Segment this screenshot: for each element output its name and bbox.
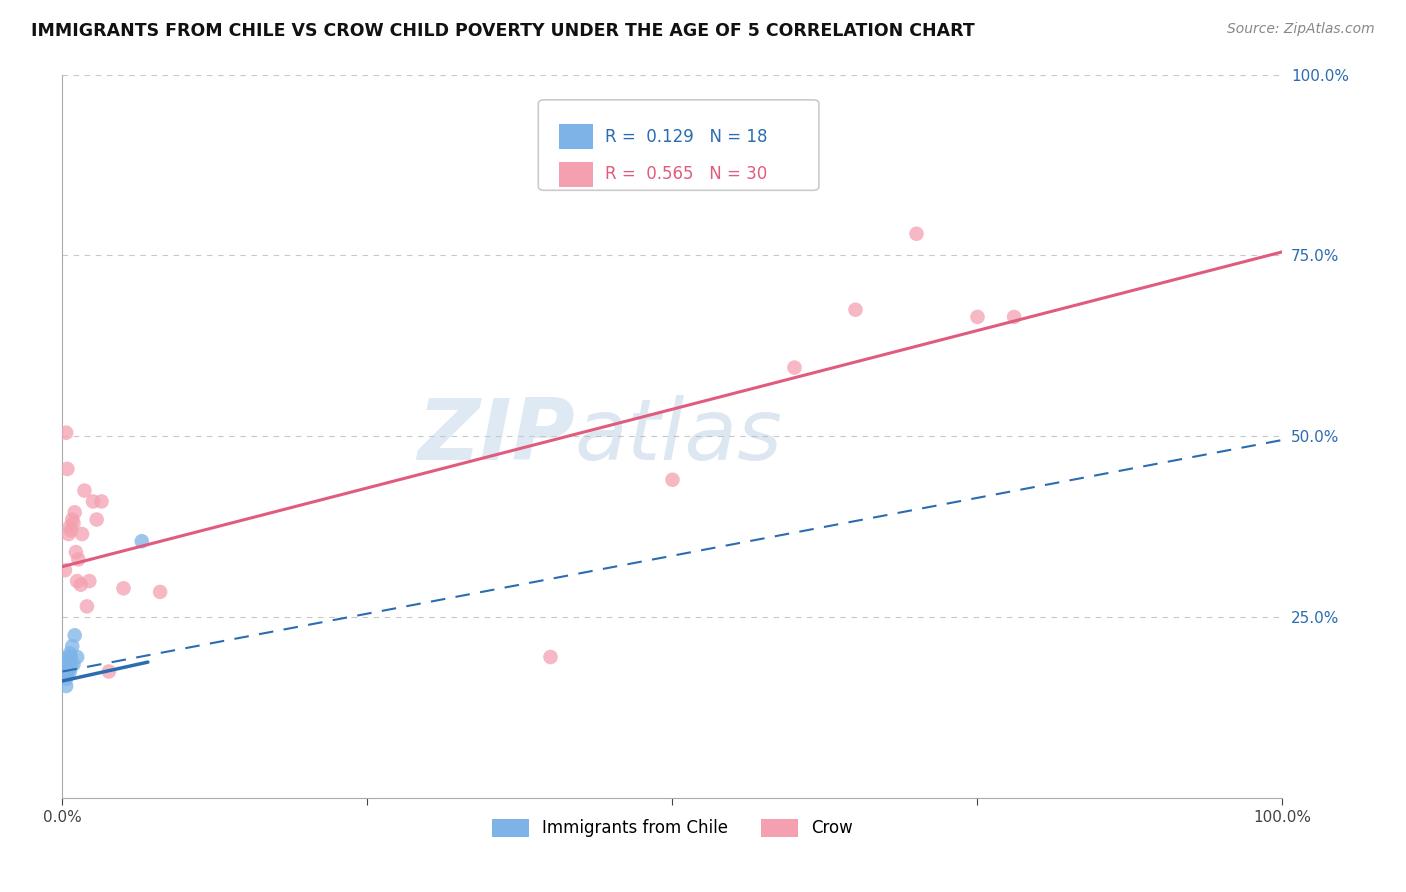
Text: atlas: atlas	[575, 395, 783, 478]
Point	[76, 599, 98, 614]
Point	[66, 650, 89, 665]
Point	[56, 462, 79, 476]
Point	[58, 527, 80, 541]
Point	[60, 512, 83, 526]
Point	[60, 650, 83, 665]
Point	[661, 473, 683, 487]
Point	[783, 360, 806, 375]
Point	[56, 662, 79, 676]
Point	[63, 628, 86, 642]
Point	[79, 574, 101, 588]
Point	[73, 483, 96, 498]
Point	[55, 672, 77, 686]
Point	[53, 563, 76, 577]
Text: ZIP: ZIP	[418, 395, 575, 478]
Text: R =  0.565   N = 30: R = 0.565 N = 30	[606, 165, 768, 183]
Point	[131, 534, 153, 549]
Point	[540, 650, 562, 665]
Point	[59, 665, 82, 679]
Bar	[560, 124, 593, 150]
Point	[56, 657, 79, 672]
Point	[60, 659, 83, 673]
Point	[82, 494, 104, 508]
Point	[66, 574, 89, 588]
Point	[59, 647, 82, 661]
Point	[905, 227, 928, 241]
Text: R =  0.129   N = 18: R = 0.129 N = 18	[606, 128, 768, 145]
Point	[62, 657, 84, 672]
Point	[69, 577, 91, 591]
Point	[90, 494, 112, 508]
Point	[149, 585, 172, 599]
Text: IMMIGRANTS FROM CHILE VS CROW CHILD POVERTY UNDER THE AGE OF 5 CORRELATION CHART: IMMIGRANTS FROM CHILE VS CROW CHILD POVE…	[31, 22, 974, 40]
Point	[62, 516, 84, 531]
Point	[112, 582, 135, 596]
Point	[55, 679, 77, 693]
Point	[844, 302, 866, 317]
Point	[58, 662, 80, 676]
Point	[53, 665, 76, 679]
Point	[65, 545, 87, 559]
Point	[67, 552, 90, 566]
Point	[966, 310, 988, 324]
Legend: Immigrants from Chile, Crow: Immigrants from Chile, Crow	[485, 812, 859, 844]
Point	[60, 639, 83, 653]
Point	[58, 655, 80, 669]
Point	[63, 505, 86, 519]
FancyBboxPatch shape	[538, 100, 818, 190]
Text: Source: ZipAtlas.com: Source: ZipAtlas.com	[1227, 22, 1375, 37]
Point	[1002, 310, 1025, 324]
Point	[58, 650, 80, 665]
Point	[56, 668, 79, 682]
Point	[86, 512, 108, 526]
Point	[97, 665, 120, 679]
Point	[60, 524, 83, 538]
Point	[59, 520, 82, 534]
Bar	[560, 161, 593, 186]
Point	[55, 425, 77, 440]
Point	[70, 527, 93, 541]
